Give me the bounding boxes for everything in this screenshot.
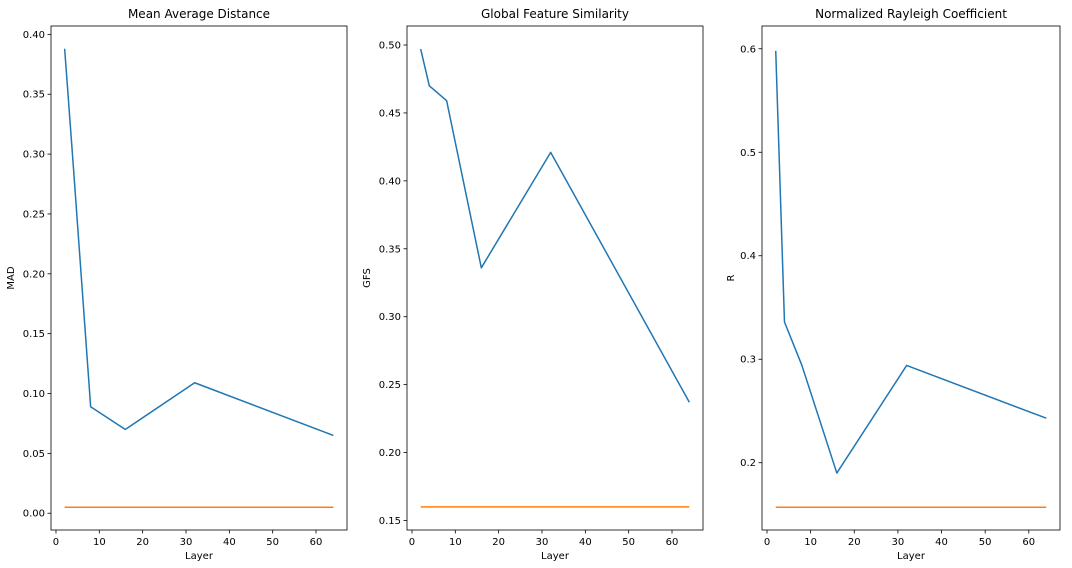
y-tick-label: 0.25 xyxy=(379,380,401,391)
series-line-1 xyxy=(774,50,1047,474)
chart-title: Global Feature Similarity xyxy=(481,7,629,21)
y-tick-label: 0.20 xyxy=(379,448,401,459)
y-tick-label: 0.35 xyxy=(379,244,401,255)
x-tick-label: 60 xyxy=(1022,537,1035,548)
subplot-3: 0 10 20 30 40 50 60 0.2 0.3 0.4 0.5 0.6 Normalized R… xyxy=(726,7,1061,562)
y-tick-label: 0.50 xyxy=(379,41,401,52)
y-tick-label: 0.40 xyxy=(379,176,401,187)
x-axis-label: Layer xyxy=(185,551,214,562)
y-tick-label: 0.45 xyxy=(379,108,401,119)
x-tick-label: 30 xyxy=(892,537,905,548)
y-tick-label: 0.3 xyxy=(740,355,756,366)
x-tick-label: 60 xyxy=(310,537,323,548)
y-tick-label: 0.40 xyxy=(23,30,45,41)
x-tick-label: 60 xyxy=(666,537,679,548)
chart-title: Normalized Rayleigh Coefficient xyxy=(815,7,1007,21)
series-line-1 xyxy=(63,48,334,437)
x-tick-label: 20 xyxy=(492,537,505,548)
series-line-1 xyxy=(419,48,691,403)
plot-frame xyxy=(761,25,1061,531)
x-tick-label: 40 xyxy=(579,537,592,548)
subplot-2: 0 10 20 30 40 50 60 0.15 0.20 0.25 0.30 0.35 0.40 0.4… xyxy=(362,7,704,562)
x-tick-label: 30 xyxy=(180,537,193,548)
x-tick-label: 50 xyxy=(622,537,635,548)
y-tick-label: 0.10 xyxy=(23,389,45,400)
x-tick-label: 20 xyxy=(848,537,861,548)
y-tick-label: 0.35 xyxy=(23,90,45,101)
y-tick-label: 0.00 xyxy=(23,509,45,520)
x-tick-label: 10 xyxy=(804,537,817,548)
chart-title: Mean Average Distance xyxy=(128,7,270,21)
y-tick-label: 0.15 xyxy=(23,329,45,340)
y-tick-label: 0.2 xyxy=(740,458,756,469)
x-tick-label: 0 xyxy=(764,537,770,548)
y-tick-label: 0.5 xyxy=(740,148,756,159)
y-tick-label: 0.30 xyxy=(23,150,45,161)
plot-frame xyxy=(50,25,348,531)
x-tick-label: 10 xyxy=(449,537,462,548)
y-axis-label: GFS xyxy=(362,268,373,288)
plot-frame xyxy=(406,25,704,531)
x-tick-label: 0 xyxy=(53,537,59,548)
y-tick-label: 0.30 xyxy=(379,312,401,323)
x-tick-label: 0 xyxy=(409,537,415,548)
x-tick-label: 10 xyxy=(93,537,106,548)
y-tick-label: 0.4 xyxy=(740,251,756,262)
x-tick-label: 40 xyxy=(935,537,948,548)
x-tick-label: 40 xyxy=(223,537,236,548)
y-tick-label: 0.25 xyxy=(23,209,45,220)
y-tick-label: 0.6 xyxy=(740,44,756,55)
x-axis-label: Layer xyxy=(897,551,926,562)
x-tick-label: 30 xyxy=(536,537,549,548)
y-tick-label: 0.20 xyxy=(23,269,45,280)
x-tick-label: 50 xyxy=(266,537,279,548)
y-tick-label: 0.05 xyxy=(23,449,45,460)
x-axis-label: Layer xyxy=(541,551,570,562)
y-axis-label: R xyxy=(726,274,737,281)
x-tick-label: 50 xyxy=(979,537,992,548)
x-tick-label: 20 xyxy=(136,537,149,548)
subplot-1: 0 10 20 30 40 50 60 0.00 0.05 0.10 0.15 0.20 0.25 0.3… xyxy=(6,7,348,562)
y-axis-label: MAD xyxy=(6,266,17,289)
y-tick-label: 0.15 xyxy=(379,516,401,527)
